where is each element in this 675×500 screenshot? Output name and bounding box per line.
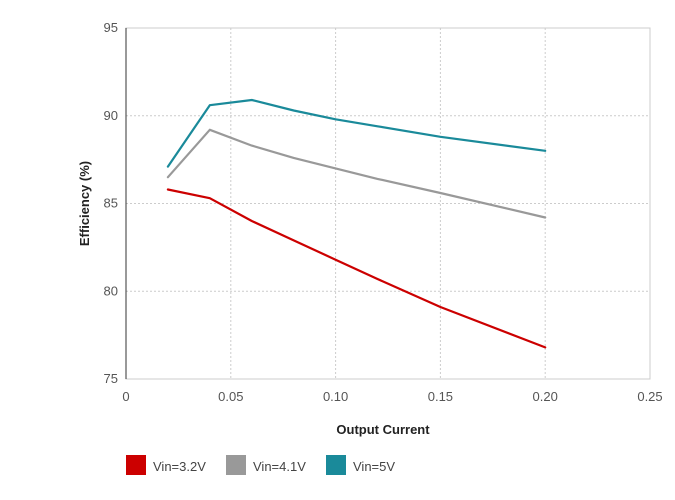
y-tick-label: 90 [104,108,118,123]
y-tick-label: 75 [104,371,118,386]
series-line-vin-3-2v [166,188,547,349]
legend-swatch [326,455,346,475]
x-tick-label: 0.15 [428,389,453,404]
series-line-vin-5v [166,98,547,168]
y-tick-label: 95 [104,20,118,35]
x-tick-labels: 0 0.05 0.10 0.15 0.20 0.25 [122,389,662,404]
x-tick-label: 0.05 [218,389,243,404]
legend-label: Vin=3.2V [153,459,206,474]
legend-label: Vin=4.1V [253,459,306,474]
grid [125,27,651,380]
y-tick-label: 80 [104,283,118,298]
x-tick-label: 0.20 [533,389,558,404]
x-axis-title: Output Current [336,422,430,437]
series-line-vin-4-1v [166,128,547,219]
legend-swatch [226,455,246,475]
x-tick-label: 0 [122,389,129,404]
legend-label: Vin=5V [353,459,395,474]
series-lines [166,98,547,349]
legend-swatch [126,455,146,475]
y-tick-label: 85 [104,196,118,211]
legend: Vin=3.2V Vin=4.1V Vin=5V [126,455,395,475]
y-axis-title: Efficiency (%) [77,161,92,246]
x-tick-label: 0.25 [637,389,662,404]
x-tick-label: 0.10 [323,389,348,404]
y-tick-labels: 75 80 85 90 95 [104,20,118,386]
